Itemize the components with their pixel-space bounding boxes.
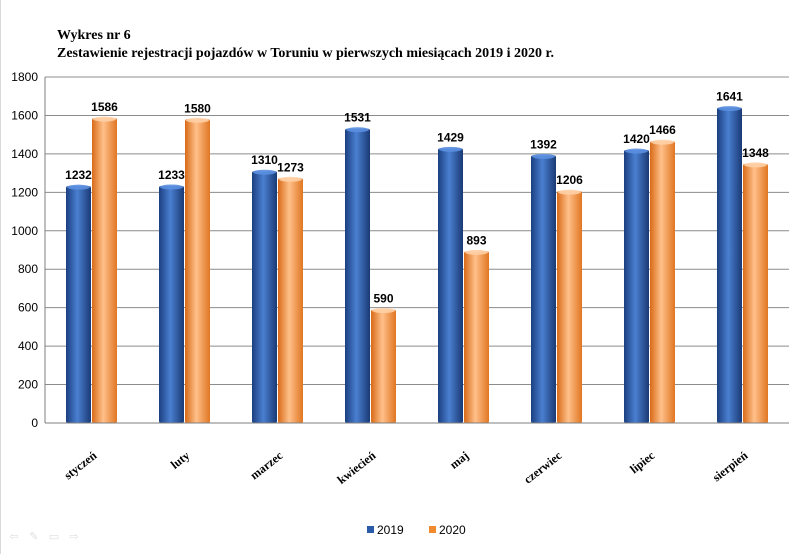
bar-cap — [186, 117, 209, 123]
bar-2019-kwiecień — [345, 128, 370, 424]
bar-cap — [93, 116, 116, 122]
legend-swatch-2020 — [429, 526, 436, 533]
data-label: 1273 — [277, 160, 304, 174]
data-label: 1531 — [344, 111, 371, 125]
bar-2020-sierpień — [743, 163, 768, 423]
bar-2020-czerwiec — [557, 191, 582, 423]
x-tick-label: czerwiec — [521, 448, 565, 487]
y-tick-label: 1600 — [11, 108, 38, 122]
bar-cap — [253, 169, 276, 175]
data-label: 1580 — [184, 101, 211, 115]
y-tick-label: 600 — [18, 301, 38, 315]
arrow-right-icon[interactable]: ⇨ — [69, 530, 79, 543]
data-label: 1232 — [65, 168, 92, 182]
grid-lines — [45, 76, 789, 424]
data-label: 1641 — [716, 90, 743, 104]
bar-cap — [279, 176, 302, 182]
data-label: 1420 — [623, 132, 650, 146]
data-label: 1310 — [251, 153, 278, 167]
bar-2019-marzec — [252, 171, 277, 423]
bar-2020-marzec — [278, 178, 303, 423]
bar-cap — [439, 146, 462, 152]
arrow-left-icon[interactable]: ⇦ — [9, 530, 19, 543]
bar-2019-lipiec — [624, 150, 649, 424]
legend-swatch-2019 — [367, 526, 374, 533]
x-tick-label: lipiec — [627, 448, 658, 476]
pen-icon[interactable]: ✎ — [29, 530, 39, 543]
menu-icon[interactable]: ▭ — [48, 530, 60, 543]
bar-cap — [744, 162, 767, 168]
x-tick-label: luty — [168, 448, 192, 471]
chart-title: Wykres nr 6 — [57, 28, 131, 43]
y-tick-label: 800 — [18, 262, 38, 276]
data-label: 1233 — [158, 168, 185, 182]
bar-cap — [160, 184, 183, 190]
y-tick-label: 1400 — [11, 147, 38, 161]
bar-cap — [651, 139, 674, 145]
x-tick-label: marzec — [247, 448, 286, 482]
bar-2020-kwiecień — [371, 309, 396, 423]
bar-cap — [465, 249, 488, 255]
legend-label-2020: 2020 — [439, 523, 466, 537]
data-label: 1392 — [530, 137, 557, 151]
bar-2019-maj — [438, 148, 463, 423]
y-tick-label: 1000 — [11, 224, 38, 238]
y-tick-label: 1200 — [11, 185, 38, 199]
bar-2019-czerwiec — [531, 155, 556, 423]
bar-cap — [67, 184, 90, 190]
bar-cap — [718, 106, 741, 112]
bar-2020-styczeń — [92, 118, 117, 423]
data-label: 1466 — [649, 123, 676, 137]
x-tick-label: kwiecień — [335, 448, 379, 487]
data-label: 893 — [466, 233, 486, 247]
data-label: 1586 — [91, 100, 118, 114]
bar-cap — [625, 148, 648, 154]
data-label: 1348 — [742, 146, 769, 160]
y-tick-label: 0 — [31, 416, 38, 430]
bar-2019-styczeń — [66, 186, 91, 423]
legend-label-2019: 2019 — [377, 523, 404, 537]
x-tick-label: styczeń — [61, 448, 99, 482]
slide-controls: ⇦ ✎ ▭ ⇨ — [7, 531, 81, 543]
y-tick-label: 400 — [18, 339, 38, 353]
bar-2019-sierpień — [717, 107, 742, 424]
bar-2020-luty — [185, 119, 210, 424]
x-tick-label: maj — [447, 448, 471, 471]
data-label: 1429 — [437, 130, 464, 144]
chart-subtitle: Zestawienie rejestracji pojazdów w Torun… — [57, 46, 554, 61]
bar-cap — [532, 153, 555, 159]
bar-2020-lipiec — [650, 141, 675, 424]
bar-cap — [372, 308, 395, 314]
data-label: 590 — [373, 292, 393, 306]
bars — [66, 106, 768, 424]
bar-cap — [558, 189, 581, 195]
y-tick-label: 1800 — [11, 70, 38, 84]
bar-2020-maj — [464, 251, 489, 423]
legend: 2019 2020 — [367, 523, 466, 537]
bar-2019-luty — [159, 185, 184, 423]
data-label: 1206 — [556, 173, 583, 187]
y-tick-label: 200 — [18, 378, 38, 392]
bar-cap — [346, 127, 369, 133]
x-tick-label: sierpień — [710, 448, 751, 484]
